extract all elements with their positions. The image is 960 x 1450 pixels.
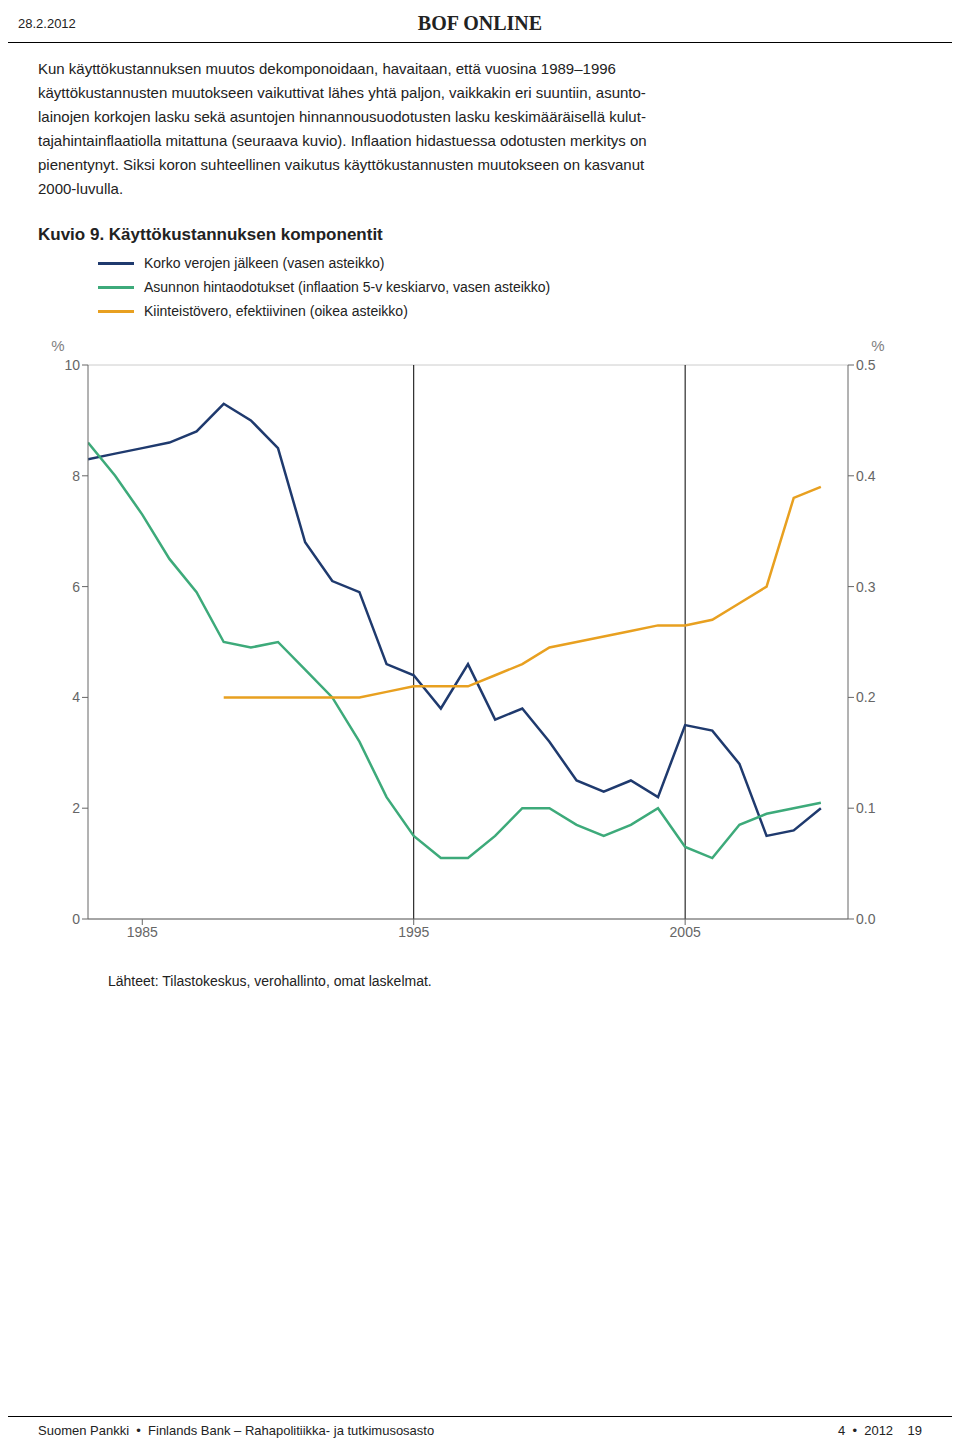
- svg-text:%: %: [51, 337, 64, 354]
- svg-text:0.3: 0.3: [856, 579, 876, 595]
- html-text:4 • 2012 19: 4 • 2012 19: [837, 1423, 922, 1438]
- svg-text:10: 10: [64, 357, 80, 373]
- html-text:Suomen Pankki • Finlands Bank: Suomen Pankki • Finlands Bank – Rahapoli…: [38, 1423, 435, 1438]
- svg-text:%: %: [871, 337, 884, 354]
- svg-text:1995: 1995: [398, 924, 429, 940]
- svg-text:0.0: 0.0: [856, 911, 876, 927]
- svg-text:2: 2: [72, 800, 80, 816]
- svg-text:8: 8: [72, 468, 80, 484]
- html-text:Kiinteistövero, efektiivinen (: Kiinteistövero, efektiivinen (oikea aste…: [144, 303, 408, 319]
- html-text:Kun käyttökustannuksen muutos: Kun käyttökustannuksen muutos dekomponoi…: [38, 60, 647, 197]
- html-text:Korko verojen jälkeen (vasen a: Korko verojen jälkeen (vasen asteikko): [144, 255, 385, 271]
- svg-text:0.2: 0.2: [856, 689, 876, 705]
- html-text:28.2.2012: 28.2.2012: [18, 16, 76, 31]
- html-text:BOF ONLINE: BOF ONLINE: [417, 12, 543, 34]
- html-text:Kuvio 9. Käyttökustannuksen ko: Kuvio 9. Käyttökustannuksen komponentit: [38, 225, 383, 244]
- svg-text:0.5: 0.5: [856, 357, 876, 373]
- svg-text:0.4: 0.4: [856, 468, 876, 484]
- svg-text:4: 4: [72, 689, 80, 705]
- svg-text:2005: 2005: [670, 924, 701, 940]
- svg-text:1985: 1985: [127, 924, 158, 940]
- svg-text:0.1: 0.1: [856, 800, 876, 816]
- svg-text:0: 0: [72, 911, 80, 927]
- html-text:Lähteet: Tilastokeskus, veroha: Lähteet: Tilastokeskus, verohallinto, om…: [108, 973, 432, 989]
- svg-text:6: 6: [72, 579, 80, 595]
- html-text:Asunnon hintaodotukset (inflaa: Asunnon hintaodotukset (inflaation 5-v k…: [144, 279, 551, 295]
